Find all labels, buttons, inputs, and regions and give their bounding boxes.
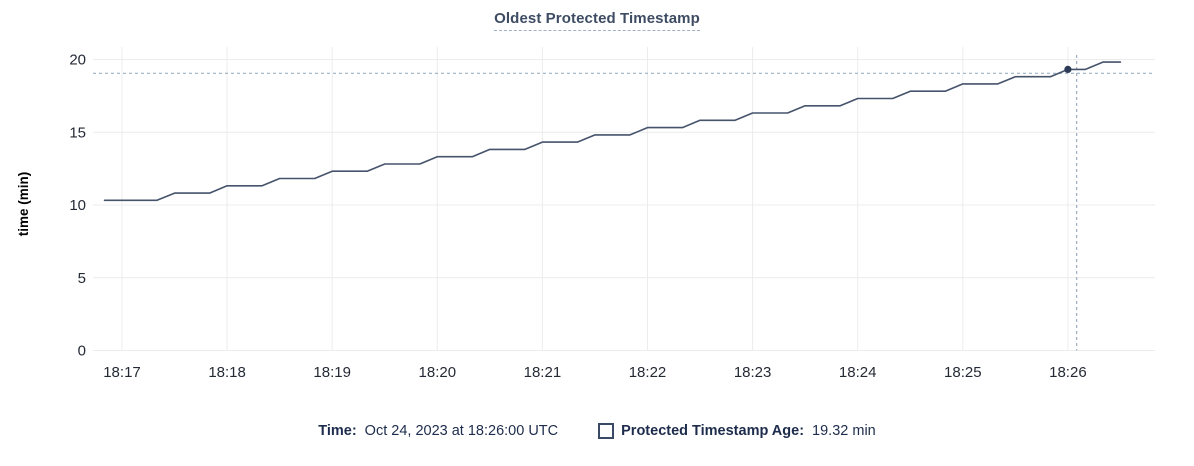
x-axis-tick-label: 18:23	[734, 364, 772, 381]
series-value: 19.32 min	[812, 423, 876, 439]
chart-title-row: Oldest Protected Timestamp	[0, 10, 1194, 31]
x-axis-tick-label: 18:26	[1049, 364, 1087, 381]
y-axis-tick-label: 10	[69, 197, 86, 214]
y-axis-tick-label: 0	[78, 343, 86, 360]
series-checkbox[interactable]	[598, 423, 615, 439]
series-line	[103, 61, 1122, 202]
x-axis-tick-label: 18:24	[839, 364, 877, 381]
y-axis-tick-label: 15	[69, 124, 86, 141]
x-axis-tick-label: 18:21	[524, 364, 562, 381]
x-axis-tick-label: 18:17	[103, 364, 141, 381]
line-chart-plot[interactable]: 0 5 10 15 20 18:17 18:18 18:19 18:20 18:21 18:22 18…	[0, 0, 1194, 410]
hover-legend: Time: Oct 24, 2023 at 18:26:00 UTC Prote…	[0, 419, 1194, 443]
x-axis-tick-label: 18:18	[208, 364, 246, 381]
y-axis-tick-label: 5	[78, 270, 86, 287]
time-value: Oct 24, 2023 at 18:26:00 UTC	[364, 423, 559, 439]
y-axis-tick-label: 20	[69, 52, 86, 69]
y-axis-label: time (min)	[16, 172, 31, 237]
chart-title[interactable]: Oldest Protected Timestamp	[494, 10, 700, 31]
x-axis-tick-label: 18:25	[944, 364, 982, 381]
hover-point-dot	[1064, 65, 1072, 73]
time-label: Time:	[318, 423, 357, 439]
x-axis-tick-label: 18:19	[313, 364, 351, 381]
x-axis-tick-label: 18:20	[419, 364, 457, 381]
legend-item-protected-timestamp-age: Protected Timestamp Age: 19.32 min	[598, 423, 876, 439]
series-label: Protected Timestamp Age:	[621, 423, 805, 439]
x-axis-tick-label: 18:22	[629, 364, 667, 381]
